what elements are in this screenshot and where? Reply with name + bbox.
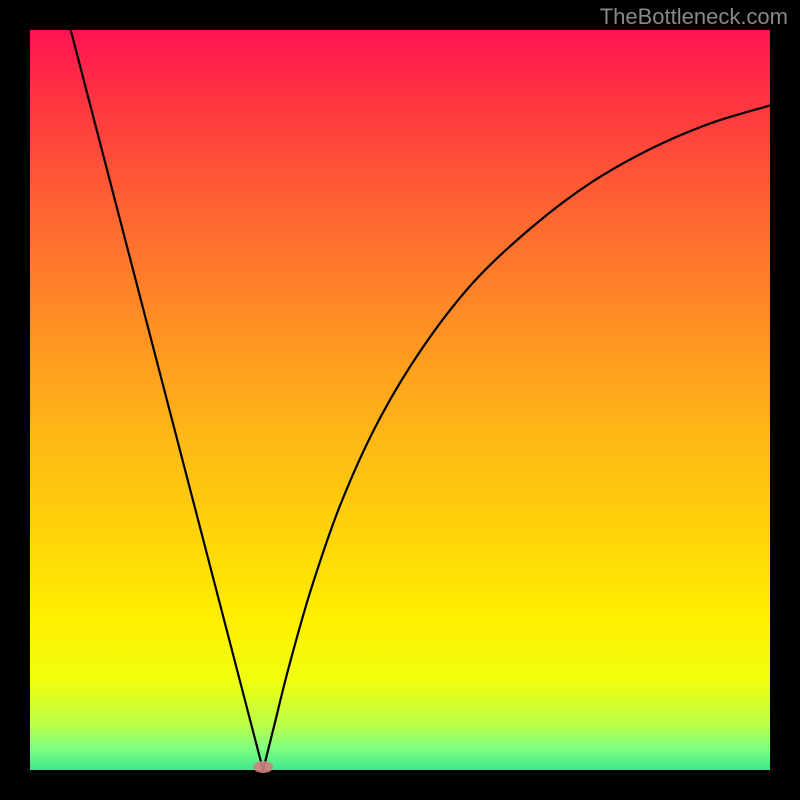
minimum-marker [253, 761, 273, 773]
gradient-background [30, 30, 770, 770]
watermark-text: TheBottleneck.com [600, 4, 788, 29]
bottleneck-chart: TheBottleneck.com [0, 0, 800, 800]
